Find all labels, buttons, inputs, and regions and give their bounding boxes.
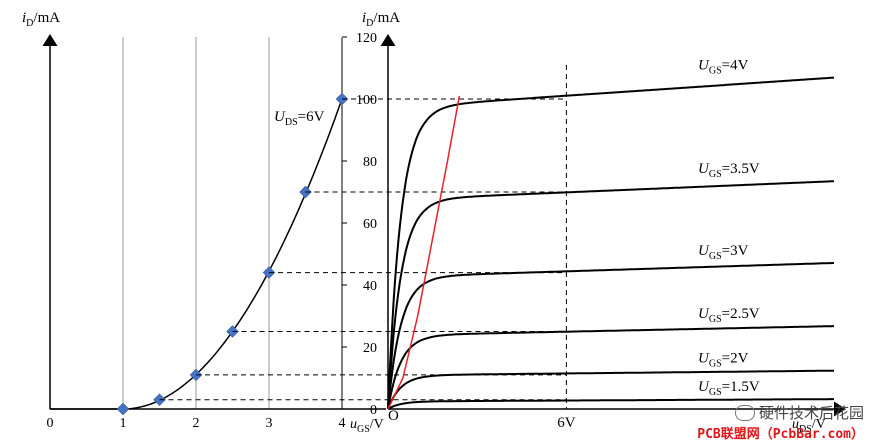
transfer-chart: 0 1 2 3 4 0 20 40 60 80 100 120 iD/mA uGS/V UDS=6V (22, 10, 386, 435)
y-tick-labels: 0 20 40 60 80 100 120 (356, 31, 377, 418)
output-curve-5 (387, 398, 834, 410)
x-tick-labels: 0 1 2 3 4 (47, 416, 346, 431)
right-y-axis-label: iD/mA (362, 10, 400, 29)
watermark-text-1: 硬件技术后花园 (758, 404, 864, 422)
right-x-axis-label: uDS/V (792, 417, 826, 435)
uds-curve-label: UDS=6V (274, 109, 325, 128)
left-x-axis-label: uGS/V (350, 417, 384, 435)
x-tick-label: 1 (120, 416, 127, 431)
x-tick-label: 3 (266, 416, 273, 431)
y-tick-label: 0 (370, 403, 377, 418)
y-tick-label: 120 (356, 31, 377, 46)
curve-label-1: UGS=3.5V (698, 161, 760, 180)
output-curve-1 (387, 180, 835, 410)
curve-label-2: UGS=3V (698, 243, 749, 262)
output-curve-4 (387, 369, 834, 410)
x-tick-label: 2 (193, 416, 200, 431)
output-chart: UGS=4V UGS=3.5V UGS=3V UGS=2.5V UGS=2V UGS=1.… (362, 10, 846, 435)
y-tick-label: 60 (363, 217, 377, 232)
curve-label-5: UGS=1.5V (698, 379, 760, 398)
y-tick-label: 40 (363, 279, 377, 294)
curve-labels: UGS=4V UGS=3.5V UGS=3V UGS=2.5V UGS=2V UGS=1.… (698, 58, 760, 399)
output-curve-0 (387, 76, 835, 410)
output-curve-3 (387, 325, 834, 410)
transfer-point-0 (116, 402, 130, 416)
watermark: 硬件技术后花园 PCB联盟网（PcbBar.com） (697, 402, 864, 442)
origin-label: O (388, 408, 399, 424)
y-tick-label: 20 (363, 341, 377, 356)
y-tick-label: 100 (356, 93, 377, 108)
watermark-text-2: PCB联盟网（PcbBar.com） (697, 427, 864, 442)
saturation-boundary-curve (387, 95, 461, 410)
transfer-points (116, 92, 349, 416)
output-curve-2 (387, 262, 834, 410)
curve-label-4: UGS=2V (698, 351, 749, 370)
output-curves (387, 76, 835, 410)
x-tick-label: 0 (47, 416, 54, 431)
vds-6v-label: 6V (557, 415, 576, 431)
y-tick-marks (342, 36, 347, 410)
x-tick-label: 4 (339, 416, 346, 431)
vertical-gridlines (122, 37, 343, 409)
watermark-line1: 硬件技术后花园 (697, 402, 864, 423)
wechat-icon (734, 404, 755, 421)
curve-label-3: UGS=2.5V (698, 306, 760, 325)
left-y-axis-label: iD/mA (22, 10, 60, 29)
curve-label-0: UGS=4V (698, 58, 749, 77)
y-tick-label: 80 (363, 155, 377, 170)
